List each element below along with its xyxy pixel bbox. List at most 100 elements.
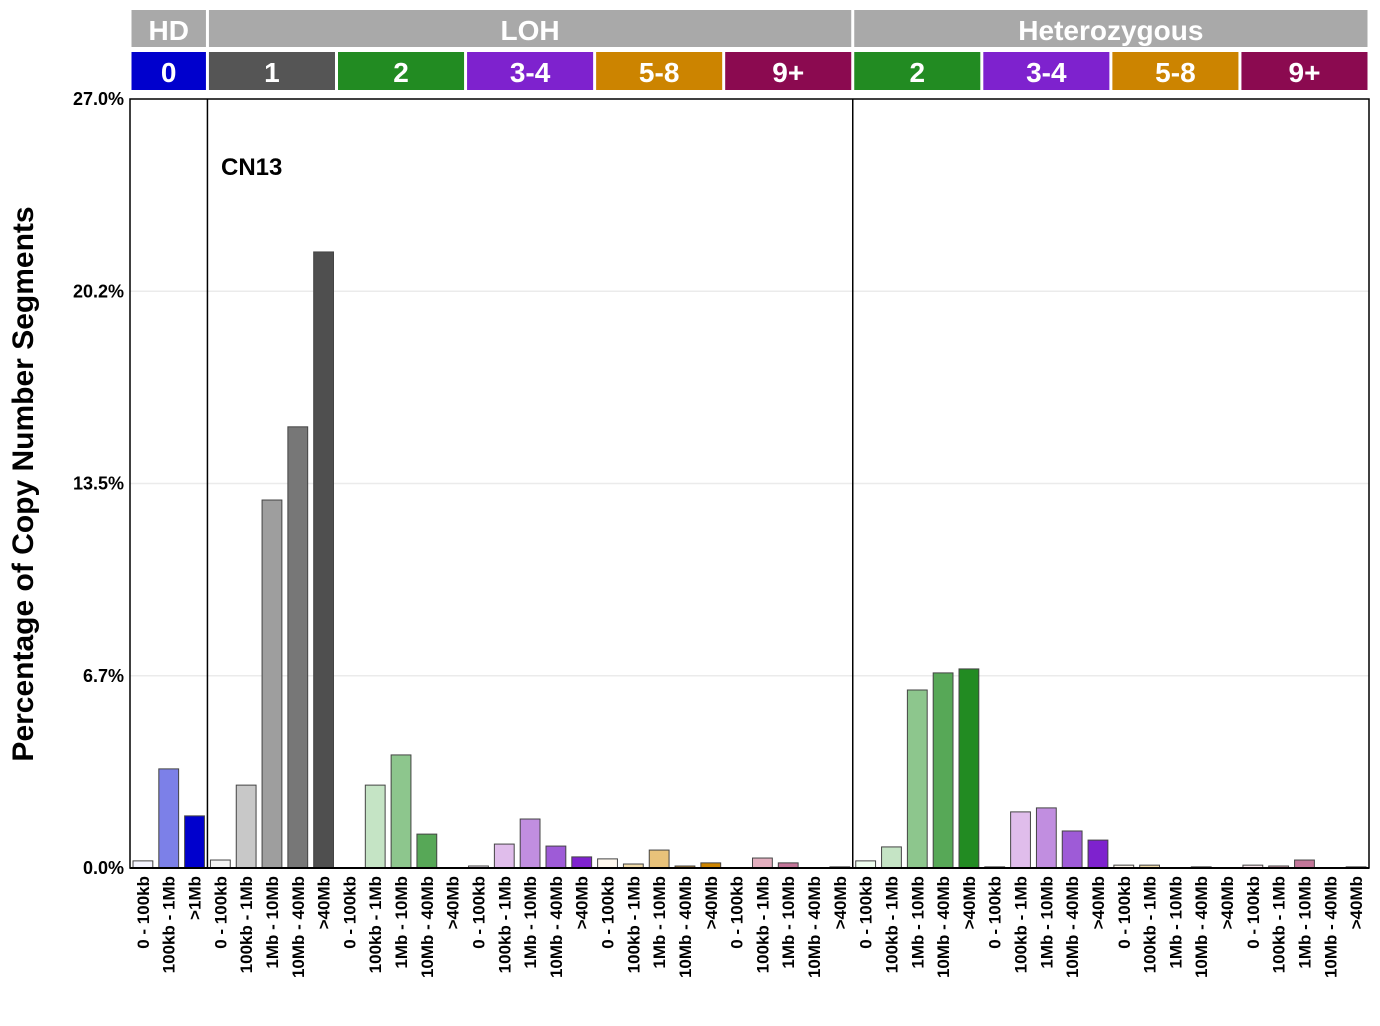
cn-strip-label: 3-4 (1026, 57, 1067, 88)
x-tick-label: >40Mb (1218, 876, 1237, 929)
bar (209, 859, 231, 869)
x-tick-label: 0 - 100kb (1244, 876, 1263, 949)
section-strip-label: Heterozygous (1018, 15, 1203, 46)
x-tick-label: 0 - 100kb (469, 876, 488, 949)
x-tick-label: >1Mb (186, 876, 205, 920)
x-tick-label: 0 - 100kb (211, 876, 230, 949)
cn-strip-label: 2 (909, 57, 925, 88)
x-tick-label: 1Mb - 10Mb (650, 876, 669, 969)
y-axis-title: Percentage of Copy Number Segments (7, 206, 40, 761)
section-strip (131, 10, 206, 47)
x-tick-label: 1Mb - 10Mb (1295, 876, 1314, 969)
bar (261, 499, 283, 869)
bar (519, 818, 541, 869)
x-tick-label: 100kb - 1Mb (753, 876, 772, 973)
x-tick-label: 100kb - 1Mb (1012, 876, 1031, 973)
cn-strip-label: 3-4 (510, 57, 551, 88)
y-tick-label: 6.7% (83, 666, 124, 686)
bar (1010, 811, 1031, 869)
y-axis: 0.0% 6.7% 13.5% 20.2% 27.0% (73, 89, 124, 878)
cn-strip (467, 52, 594, 90)
cn-strip (983, 52, 1110, 90)
cn-strip-label: 9+ (1289, 57, 1321, 88)
x-tick-label: >40Mb (702, 876, 721, 929)
y-tick-label: 0.0% (83, 858, 124, 878)
y-tick-label: 27.0% (73, 89, 124, 109)
bar (184, 815, 205, 869)
bar (1035, 807, 1057, 869)
cn-strip (1112, 52, 1239, 90)
cn-strip (338, 52, 465, 90)
x-tick-label: 10Mb - 40Mb (1192, 876, 1211, 978)
facet-strips: 0 1 2 3-4 5-8 9+ 2 3-4 5-8 9+ HD LOH Heterozygous (131, 10, 1368, 90)
bar (493, 843, 515, 869)
bar (158, 768, 180, 869)
x-tick-label: 100kb - 1Mb (1270, 876, 1289, 973)
x-tick-label: 1Mb - 10Mb (1037, 876, 1056, 969)
bar (545, 845, 567, 869)
bar (597, 858, 618, 869)
x-tick-label: 100kb - 1Mb (1141, 876, 1160, 973)
x-tick-label: 10Mb - 40Mb (1321, 876, 1340, 978)
x-tick-label: 100kb - 1Mb (160, 876, 179, 973)
x-tick-label: 10Mb - 40Mb (805, 876, 824, 978)
x-tick-label: 100kb - 1Mb (882, 876, 901, 973)
panel-frame (129, 98, 1370, 869)
x-tick-label: >40Mb (960, 876, 979, 929)
x-tick-label: >40Mb (315, 876, 334, 929)
x-axis: 0 - 100kb 100kb - 1Mb >1Mb 0 - 100kb 100kb -… (134, 876, 1366, 978)
cn-strip (725, 52, 852, 90)
bar (958, 668, 980, 869)
x-tick-label: 10Mb - 40Mb (1063, 876, 1082, 978)
cn-strip-label: 5-8 (1155, 57, 1195, 88)
bar (906, 689, 928, 869)
x-tick-label: 100kb - 1Mb (366, 876, 385, 973)
cn-strip (854, 52, 981, 90)
x-tick-label: 1Mb - 10Mb (1166, 876, 1185, 969)
x-tick-label: 10Mb - 40Mb (934, 876, 953, 978)
cn-strip-label: 5-8 (639, 57, 679, 88)
bars (132, 251, 1367, 869)
x-tick-label: 10Mb - 40Mb (547, 876, 566, 978)
x-tick-label: 0 - 100kb (728, 876, 747, 949)
annotation-label: CN13 (221, 154, 282, 181)
bar (235, 784, 257, 869)
x-tick-label: 0 - 100kb (340, 876, 359, 949)
cn-strip (1241, 52, 1368, 90)
bar (287, 426, 309, 869)
section-strip-label: HD (148, 15, 188, 46)
cn-strip (596, 52, 723, 90)
x-tick-label: >40Mb (444, 876, 463, 929)
x-tick-label: 100kb - 1Mb (495, 876, 514, 973)
x-tick-label: 10Mb - 40Mb (418, 876, 437, 978)
grid-lines (130, 290, 1369, 677)
section-strip (854, 10, 1368, 47)
x-tick-label: 0 - 100kb (857, 876, 876, 949)
x-tick-label: >40Mb (831, 876, 850, 929)
x-tick-label: 0 - 100kb (134, 876, 153, 949)
bar (648, 849, 670, 869)
x-tick-label: 100kb - 1Mb (237, 876, 256, 973)
bar (752, 857, 773, 869)
x-tick-label: 1Mb - 10Mb (392, 876, 411, 969)
x-tick-label: >40Mb (573, 876, 592, 929)
x-tick-label: 0 - 100kb (599, 876, 618, 949)
x-tick-label: 0 - 100kb (986, 876, 1005, 949)
bar (132, 860, 154, 869)
cn-strip-label: 9+ (772, 57, 804, 88)
cn-strip-label: 1 (264, 57, 280, 88)
bar (313, 251, 334, 869)
cn-strip (131, 52, 206, 90)
cn-strip-label: 0 (161, 57, 177, 88)
bar (881, 846, 902, 869)
cn-strip (208, 52, 335, 90)
y-tick-label: 13.5% (73, 474, 124, 494)
bar (571, 856, 593, 869)
x-tick-label: >40Mb (1089, 876, 1108, 929)
y-tick-label: 20.2% (73, 281, 124, 301)
x-tick-label: 1Mb - 10Mb (779, 876, 798, 969)
bar (1087, 839, 1109, 869)
cn-strip-label: 2 (393, 57, 409, 88)
bar (855, 860, 877, 869)
